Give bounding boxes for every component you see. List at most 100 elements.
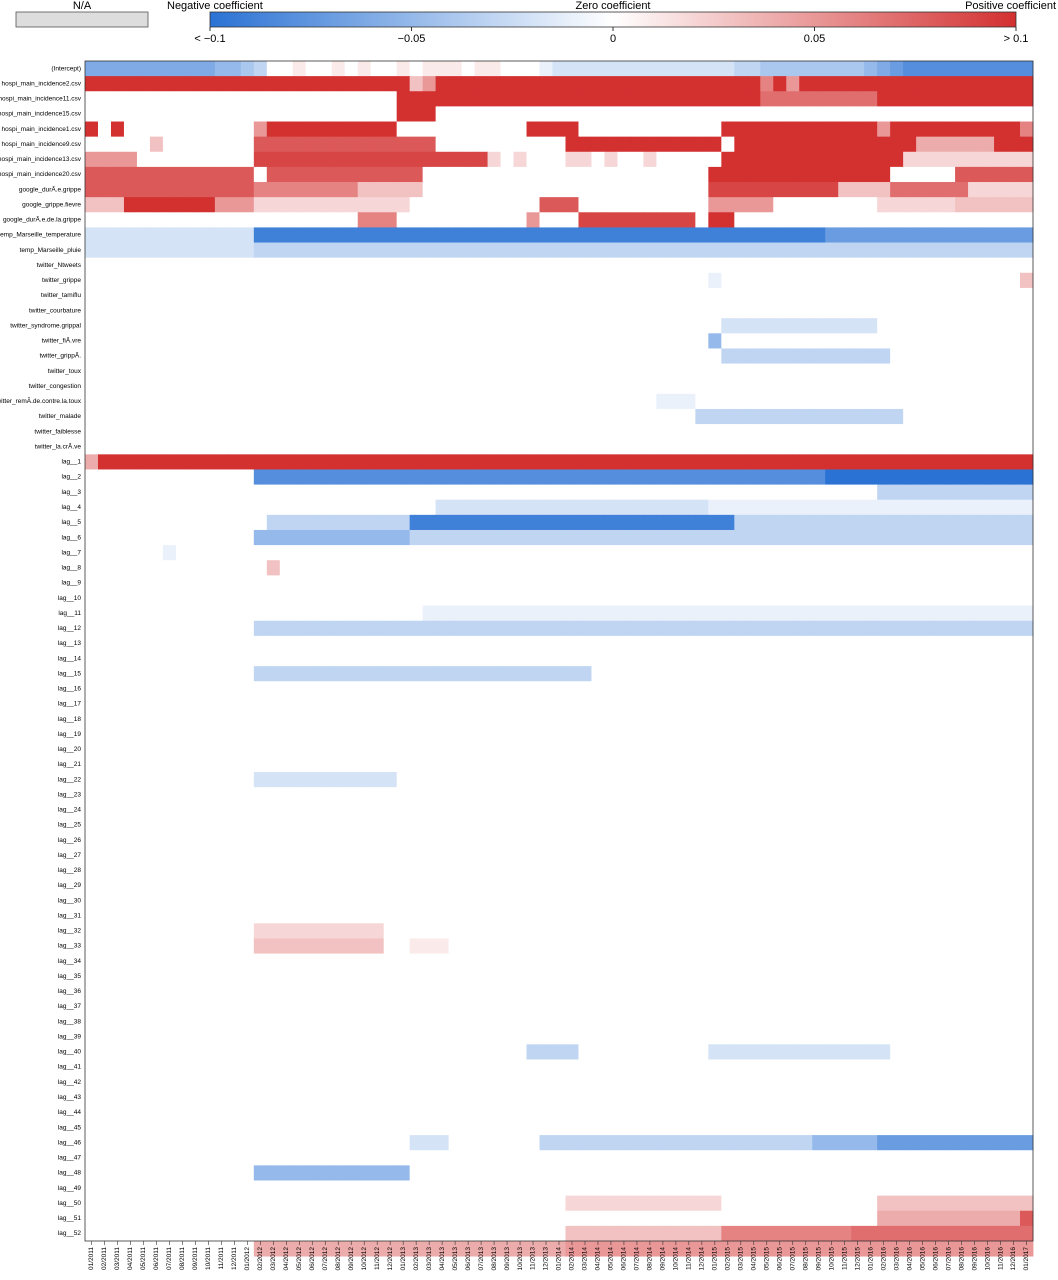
- cell: [162, 1059, 177, 1075]
- cell: [838, 303, 852, 319]
- cell: [773, 666, 787, 682]
- cell: [318, 106, 333, 122]
- cell: [721, 817, 735, 833]
- cell: [266, 499, 281, 516]
- cell: [292, 968, 307, 985]
- cell: [942, 484, 956, 501]
- cell: [136, 378, 151, 395]
- cell: [97, 106, 112, 122]
- cell: [903, 121, 917, 138]
- cell: [825, 469, 839, 485]
- cell: [825, 484, 839, 501]
- cell: [136, 938, 151, 954]
- cell: [916, 726, 930, 743]
- cell: [669, 348, 683, 364]
- cell: [903, 575, 917, 591]
- cell: [175, 862, 190, 879]
- cell: [851, 908, 865, 924]
- cell: [149, 560, 164, 576]
- cell: [617, 333, 631, 349]
- cell: [630, 635, 644, 652]
- cell: [240, 1044, 255, 1060]
- cell: [214, 272, 229, 289]
- cell: [734, 696, 748, 712]
- cell: [851, 76, 865, 92]
- cell: [253, 454, 268, 470]
- cell: [877, 847, 891, 864]
- cell: [357, 545, 372, 561]
- cell: [630, 832, 644, 849]
- cell: [760, 333, 774, 349]
- cell: [903, 908, 917, 924]
- cell: [344, 787, 359, 803]
- cell: [344, 983, 359, 1000]
- cell: [539, 378, 553, 395]
- cell: [110, 983, 125, 1000]
- cell: [383, 983, 398, 1000]
- cell: [838, 212, 852, 228]
- cell: [97, 197, 112, 213]
- cell: [188, 1044, 203, 1060]
- cell: [968, 605, 982, 622]
- cell: [162, 212, 177, 228]
- cell: [461, 893, 475, 909]
- cell: [604, 711, 618, 728]
- cell: [526, 983, 540, 1000]
- cell: [136, 802, 151, 818]
- cell: [812, 590, 826, 607]
- cell: [994, 499, 1008, 516]
- cell: [890, 303, 904, 319]
- cell: [344, 318, 359, 334]
- cell: [747, 393, 761, 410]
- cell: [591, 666, 605, 682]
- cell: [942, 560, 956, 576]
- cell: [214, 560, 229, 576]
- cell: [266, 182, 281, 198]
- cell: [344, 333, 359, 349]
- cell: [825, 741, 839, 758]
- cell: [409, 151, 424, 168]
- cell: [357, 1044, 372, 1060]
- cell: [435, 287, 450, 304]
- cell: [318, 1059, 333, 1075]
- cell: [474, 529, 488, 546]
- cell: [357, 681, 372, 697]
- cell: [669, 61, 683, 77]
- cell: [812, 106, 826, 122]
- cell: [929, 998, 943, 1015]
- cell: [760, 590, 774, 607]
- cell: [526, 348, 540, 364]
- cell: [240, 726, 255, 743]
- cell: [734, 76, 748, 92]
- cell: [773, 454, 787, 470]
- cell: [305, 772, 320, 788]
- cell: [617, 393, 631, 410]
- cell: [604, 121, 618, 138]
- cell: [643, 651, 657, 667]
- cell: [968, 318, 982, 334]
- cell: [981, 545, 995, 561]
- cell: [721, 787, 735, 803]
- cell: [578, 257, 592, 274]
- cell: [994, 726, 1008, 743]
- cell: [838, 227, 852, 243]
- cell: [253, 318, 268, 334]
- cell: [864, 272, 878, 289]
- cell: [747, 303, 761, 319]
- cell: [500, 348, 514, 364]
- cell: [331, 862, 346, 879]
- cell: [318, 136, 333, 153]
- cell: [227, 136, 242, 153]
- cell: [552, 817, 566, 833]
- cell: [422, 953, 437, 970]
- cell: [669, 605, 683, 622]
- cell: [682, 938, 696, 954]
- cell: [344, 61, 359, 77]
- cell: [747, 408, 761, 425]
- cell: [461, 756, 475, 773]
- cell: [188, 651, 203, 667]
- cell: [851, 862, 865, 879]
- cell: [552, 424, 566, 440]
- cell: [1007, 560, 1021, 576]
- cell: [97, 424, 112, 440]
